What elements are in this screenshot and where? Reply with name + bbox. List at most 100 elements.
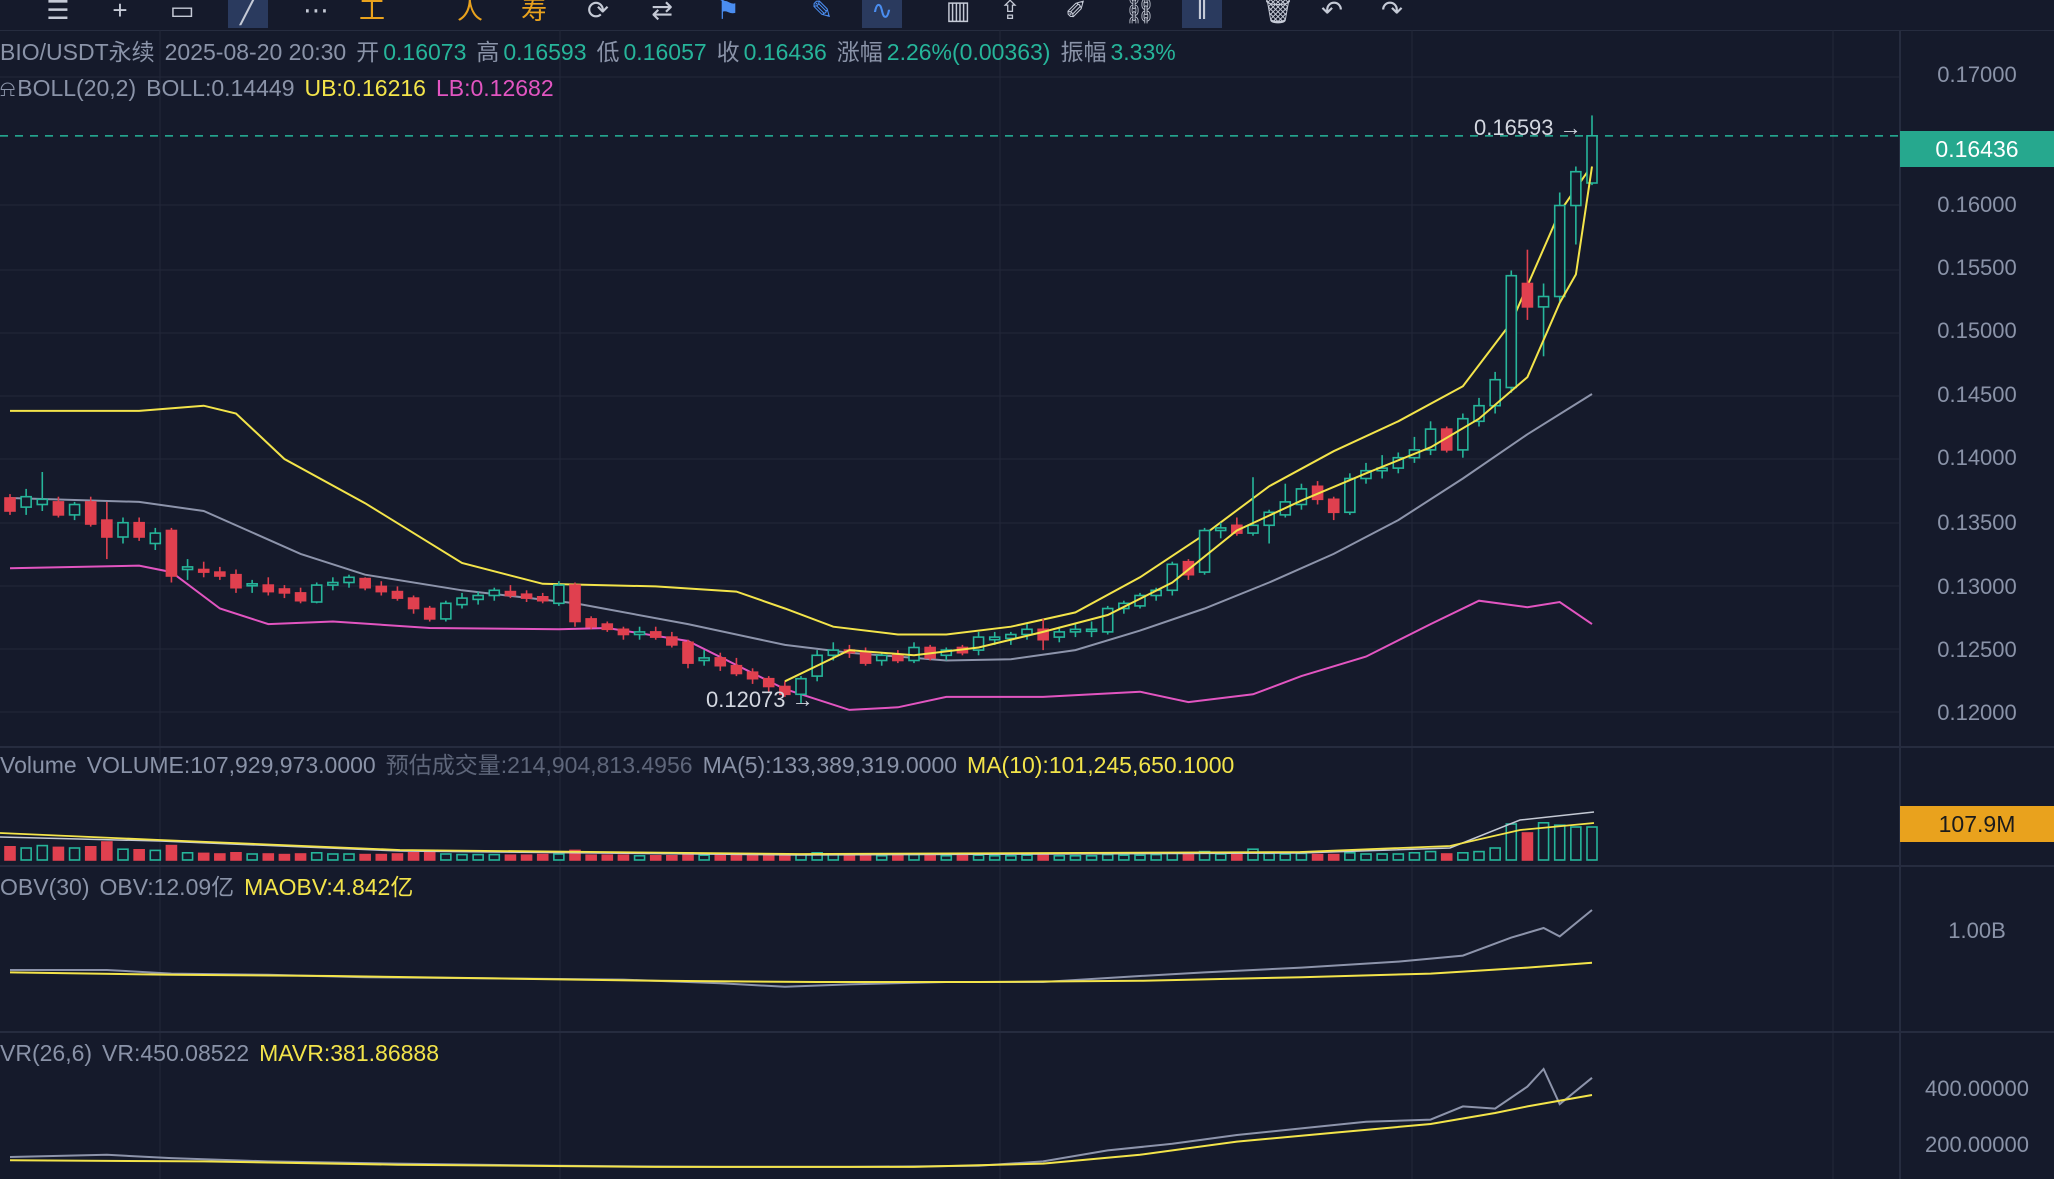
candle-body (310, 584, 323, 603)
volume-bar (1457, 851, 1469, 861)
volume-bar (4, 845, 16, 861)
volume-bar (197, 852, 210, 861)
volume-bar (1311, 853, 1324, 861)
candle-body (746, 671, 759, 680)
obv-name[interactable]: OBV(30) (0, 874, 90, 900)
volume-bar (859, 854, 872, 861)
volume-bar (924, 854, 936, 861)
candle-body (1182, 560, 1195, 576)
brush-icon[interactable]: ✎ (811, 0, 833, 25)
candle-body (391, 590, 404, 599)
volume-bar (423, 851, 436, 861)
undo-icon[interactable]: ↶ (1321, 0, 1343, 25)
volume-bar (1053, 854, 1066, 861)
volume-bar (569, 849, 581, 861)
volume-bar (1005, 854, 1017, 861)
volume-bar (504, 854, 517, 861)
price-axis-label: 0.16000 (1937, 192, 2017, 217)
volume-bar (359, 853, 371, 861)
boll-mid: BOLL:0.14449 (146, 75, 295, 101)
trash-icon[interactable]: 🗑 (1261, 0, 1295, 25)
rectangle-icon[interactable]: ▭ (169, 0, 195, 25)
volume-bar (472, 853, 484, 861)
candle-body (633, 631, 646, 636)
volume-ma5-line (0, 811, 1595, 856)
volume-bar (1408, 851, 1421, 861)
vr-legend: VR(26,6) VR:450.08522 MAVR:381.86888 (0, 1039, 449, 1067)
vr-name[interactable]: VR(26,6) (0, 1040, 93, 1066)
candle-body (1344, 477, 1356, 514)
candle-body (1214, 527, 1227, 532)
volume-estimate: 预估成交量:214,904,813.4956 (385, 752, 693, 778)
symbol-label[interactable]: BIO/USDT永续 (0, 39, 155, 65)
volume-bar (633, 854, 646, 861)
candle-body (666, 636, 678, 646)
measure-icon[interactable]: 寿 (520, 0, 547, 25)
volume-bar (52, 846, 65, 861)
candles-icon[interactable]: ▥ (945, 0, 971, 25)
volume-bar (520, 854, 533, 861)
maobv-line (9, 961, 1593, 983)
link-icon[interactable]: ⛓ (1123, 0, 1157, 25)
bell-icon[interactable]: ⍾ (0, 75, 16, 101)
mavr-line (9, 1094, 1593, 1168)
candle-body (1005, 633, 1017, 640)
maobv-value: MAOBV:4.842亿 (244, 874, 414, 900)
candle-body (649, 631, 662, 638)
candle-body (133, 521, 145, 538)
candle-body (294, 592, 307, 602)
redo-icon[interactable]: ↷ (1381, 0, 1403, 25)
amp-label: 振幅 (1060, 39, 1107, 65)
trendline-icon[interactable]: ╱ (228, 0, 268, 28)
boll-upper-line (10, 164, 1593, 636)
volume-ma10: MA(10):101,245,650.1000 (967, 752, 1235, 778)
candle-body (407, 597, 420, 610)
volume-bar (1521, 832, 1534, 861)
text-icon[interactable]: 工 (358, 0, 385, 25)
volume-bar (666, 854, 678, 861)
edit-icon[interactable]: ✐ (1065, 0, 1087, 25)
volume-bar (1537, 821, 1550, 861)
candle-body (4, 497, 16, 512)
volume-ma10-line (0, 822, 1595, 855)
candle-body (1424, 428, 1437, 451)
volume-bar (149, 849, 162, 861)
volume-bar (1553, 824, 1566, 861)
volume-bar (988, 854, 1001, 861)
swap-icon[interactable]: ⇄ (651, 0, 673, 25)
volume-bar (746, 854, 759, 861)
candle-body (714, 657, 727, 667)
volume-bar (779, 854, 791, 861)
candle-body (972, 636, 985, 651)
volume-bar (165, 844, 178, 861)
candle-body (343, 576, 355, 584)
price-axis-label: 0.12000 (1937, 700, 2017, 725)
candle-body (214, 571, 226, 577)
menu-icon[interactable]: ☰ (46, 0, 70, 25)
more-icon[interactable]: ⋯ (303, 0, 329, 25)
candle-body (117, 521, 129, 538)
pattern-icon[interactable]: 人 (456, 0, 483, 25)
candle-body (52, 501, 65, 516)
export-icon[interactable]: ⇪ (999, 0, 1021, 25)
volume-bar (133, 848, 145, 861)
volume-bar (1360, 853, 1372, 861)
bars-icon[interactable]: ‖ (1182, 0, 1222, 28)
bookmark-icon[interactable]: ⚑ (716, 0, 740, 25)
volume-bar (1118, 854, 1130, 861)
refresh-icon[interactable]: ⟳ (587, 0, 609, 25)
volume-bar (1037, 853, 1049, 861)
candle-body (859, 651, 872, 664)
volume-bar (407, 851, 420, 861)
price-axis-label: 0.14500 (1937, 382, 2017, 407)
volume-name[interactable]: Volume (0, 752, 77, 778)
volume-value: VOLUME:107,929,973.0000 (86, 752, 376, 778)
volume-bar (1231, 853, 1243, 861)
boll-name[interactable]: BOLL(20,2) (17, 75, 137, 101)
candle-body (1069, 628, 1082, 633)
indicator-icon[interactable]: ∿ (862, 0, 902, 28)
candle-body (68, 503, 81, 516)
volume-bar (1489, 847, 1501, 861)
crosshair-icon[interactable]: + (112, 0, 128, 25)
